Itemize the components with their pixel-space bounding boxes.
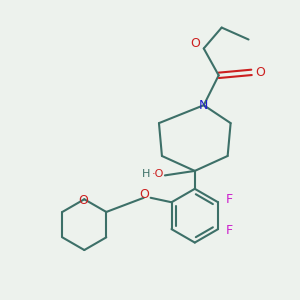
Text: O: O (139, 188, 149, 201)
Text: F: F (226, 193, 233, 206)
Text: O: O (78, 194, 88, 207)
Text: H: H (142, 169, 151, 179)
Text: N: N (199, 99, 208, 112)
Text: O: O (255, 66, 265, 79)
Text: F: F (226, 224, 233, 237)
Text: O: O (190, 37, 200, 50)
Text: ·O: ·O (152, 169, 164, 179)
